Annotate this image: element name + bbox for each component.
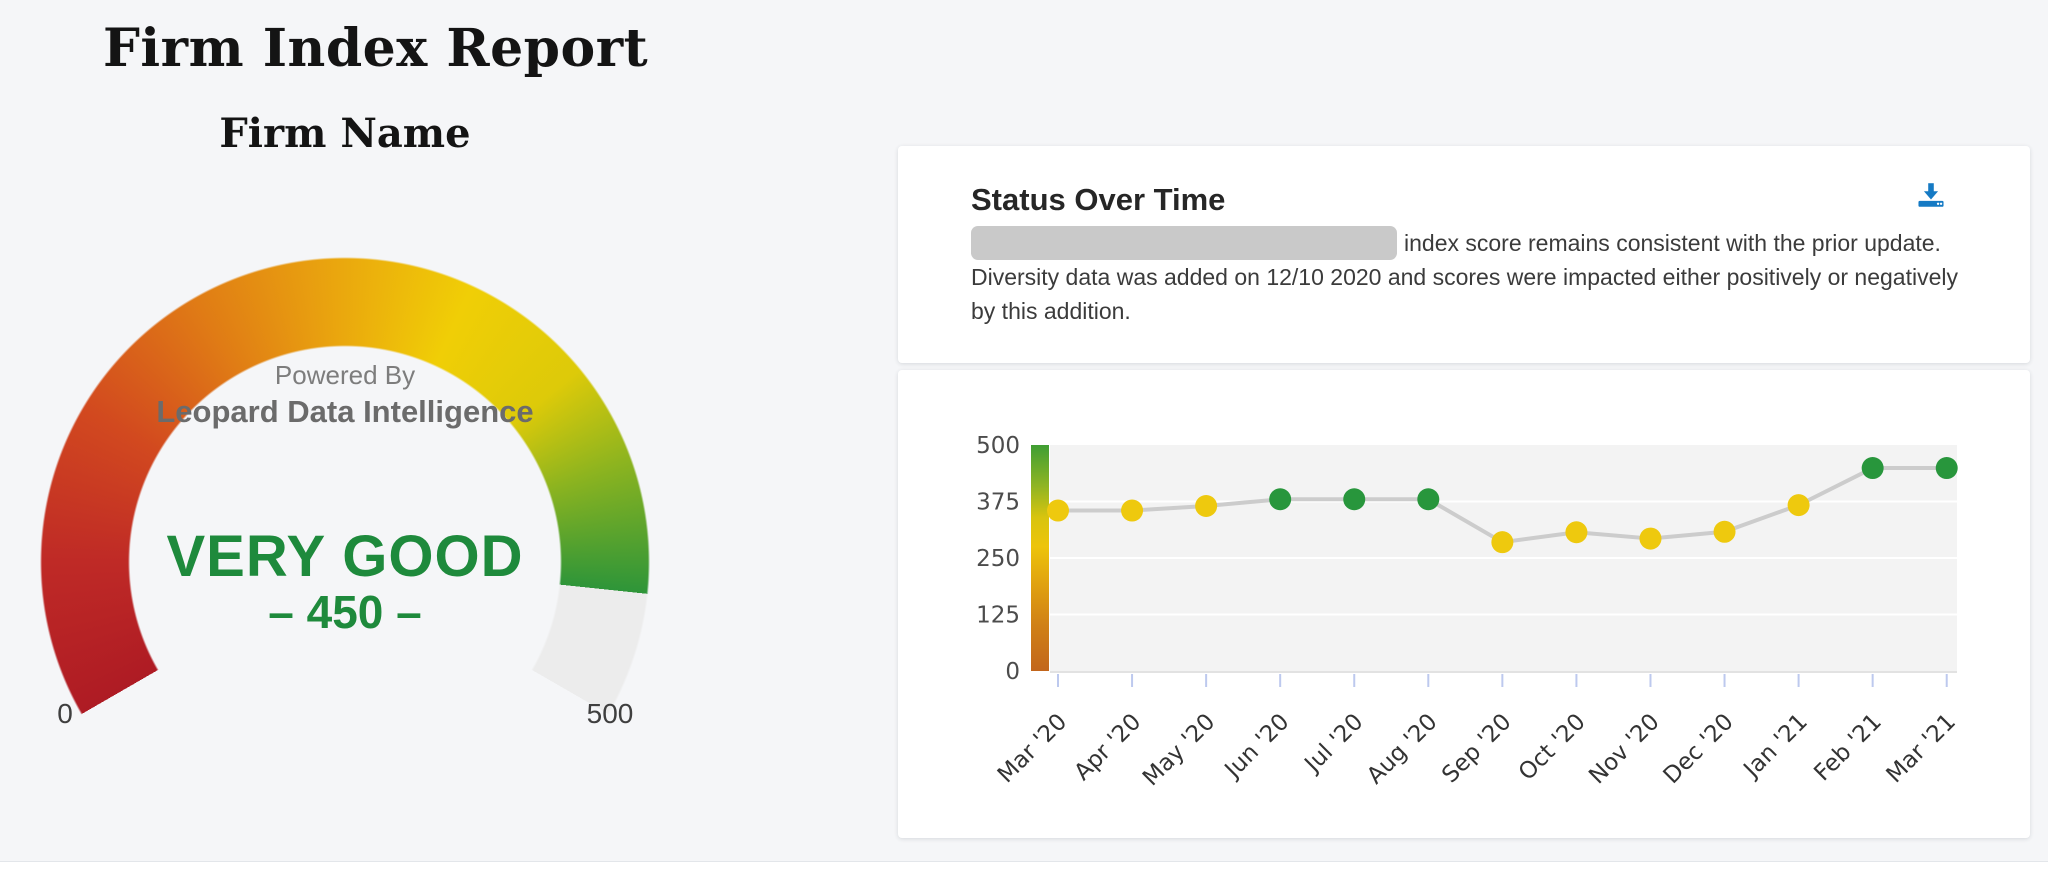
data-point xyxy=(1195,495,1218,518)
svg-text:Sep '20: Sep '20 xyxy=(1437,709,1516,788)
data-point xyxy=(1121,499,1144,522)
svg-text:Oct '20: Oct '20 xyxy=(1514,709,1591,786)
svg-text:Feb '21: Feb '21 xyxy=(1809,709,1887,787)
gauge-ring xyxy=(40,257,650,867)
data-point xyxy=(1047,499,1069,522)
next-section-preview xyxy=(0,861,2048,880)
data-point xyxy=(1935,457,1958,480)
svg-text:375: 375 xyxy=(976,490,1020,516)
gauge-max-label: 500 xyxy=(586,698,634,729)
data-point xyxy=(1269,488,1292,511)
data-point xyxy=(1565,521,1588,544)
svg-text:0: 0 xyxy=(1005,659,1020,685)
firm-name: Firm Name xyxy=(219,110,471,157)
redacted-firm-name xyxy=(971,226,1397,260)
page-title: Firm Index Report xyxy=(103,18,649,79)
data-point xyxy=(1343,488,1366,511)
data-point xyxy=(1713,520,1736,543)
svg-text:May '20: May '20 xyxy=(1138,709,1220,791)
data-point xyxy=(1491,531,1514,554)
svg-text:250: 250 xyxy=(976,546,1020,572)
gauge-section: Firm Name Powered By Leopard Data Intell… xyxy=(40,110,650,867)
status-chart-card: 0 125 250 375 500 Mar '20 Apr '20 May '20 Jun '2… xyxy=(898,370,2030,838)
svg-text:500: 500 xyxy=(976,433,1020,459)
powered-by-brand: Leopard Data Intelligence xyxy=(156,394,534,429)
gauge-value-label: – 450 – xyxy=(268,586,422,638)
data-point xyxy=(1861,457,1884,480)
svg-text:Jan '21: Jan '21 xyxy=(1738,709,1813,784)
gauge-min-label: 0 xyxy=(57,698,73,729)
powered-by-label: Powered By xyxy=(274,360,416,390)
svg-text:Jun '20: Jun '20 xyxy=(1219,709,1295,785)
status-over-time-card: Status Over Time index score remains con… xyxy=(898,146,2030,363)
svg-text:Mar '20: Mar '20 xyxy=(993,709,1072,788)
data-point xyxy=(1787,494,1810,517)
svg-text:125: 125 xyxy=(976,603,1020,629)
svg-text:Aug '20: Aug '20 xyxy=(1362,709,1442,789)
status-description-text: index score remains consistent with the … xyxy=(971,230,1959,324)
gauge-status-label: VERY GOOD xyxy=(166,524,524,589)
svg-text:Mar '21: Mar '21 xyxy=(1882,709,1961,788)
card-title: Status Over Time xyxy=(971,182,1226,217)
svg-text:Nov '20: Nov '20 xyxy=(1584,709,1664,789)
status-description: index score remains consistent with the … xyxy=(971,226,1961,328)
svg-text:Jul '20: Jul '20 xyxy=(1299,709,1369,779)
download-icon xyxy=(1918,183,1944,207)
data-point xyxy=(1639,527,1662,550)
download-button[interactable] xyxy=(1911,176,1951,216)
svg-text:Apr '20: Apr '20 xyxy=(1069,709,1146,786)
data-point xyxy=(1417,488,1440,511)
svg-text:Dec '20: Dec '20 xyxy=(1659,709,1739,789)
score-gauge: Powered By Leopard Data Intelligence VER… xyxy=(40,257,650,867)
